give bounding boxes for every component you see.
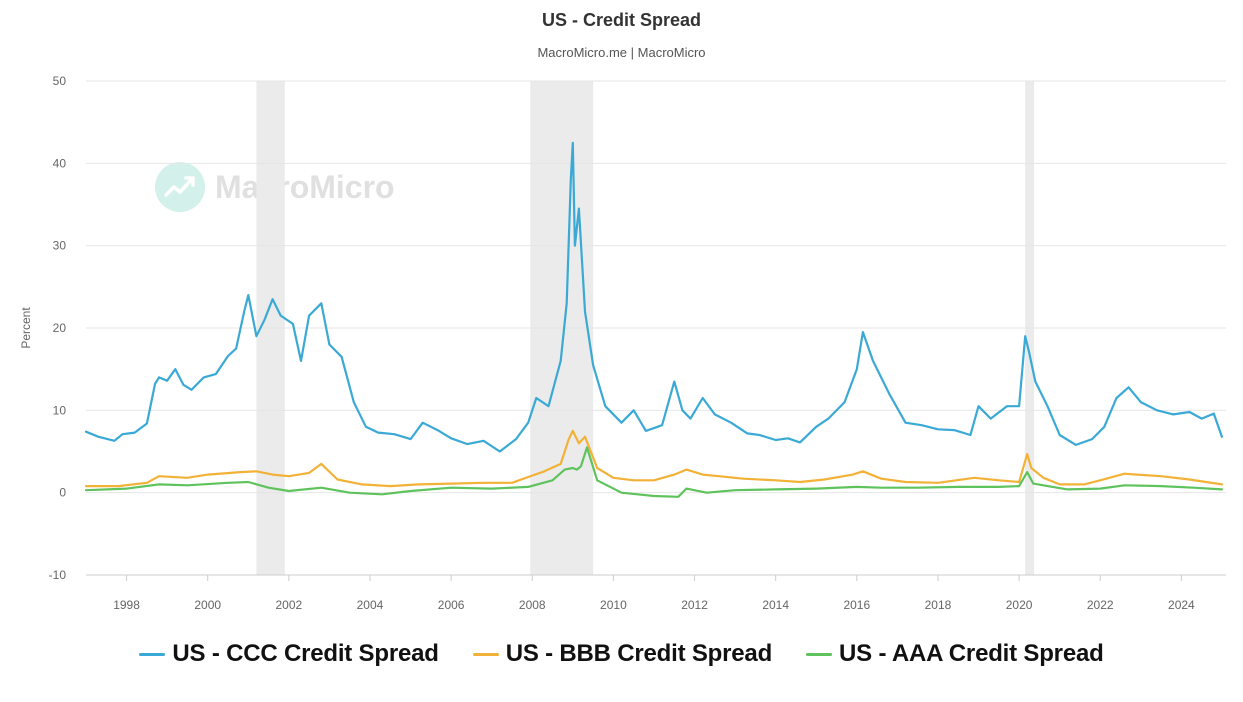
chart-plot-area: -10 0 10 20 30 40 50 1998 2000 2002 2004 2006 2008 20… [19, 74, 1226, 612]
series-lines [84, 141, 1224, 498]
series-line-bbb [84, 429, 1224, 488]
x-tick-label-1998: 1998 [113, 598, 140, 612]
watermark-logo-icon [155, 162, 205, 212]
x-tick-label-2012: 2012 [681, 598, 708, 612]
legend-item-bbb[interactable]: US - BBB Credit Spread [472, 640, 773, 668]
y-tick-label-20: 20 [53, 321, 67, 335]
x-tick-label-2002: 2002 [275, 598, 302, 612]
legend: US - CCC Credit Spread US - BBB Credit S… [0, 640, 1243, 668]
x-tick-label-2006: 2006 [438, 598, 465, 612]
legend-swatch-ccc [139, 652, 166, 656]
x-tick-label-2014: 2014 [762, 598, 789, 612]
legend-swatch-aaa [806, 652, 833, 656]
x-tick-label-2010: 2010 [600, 598, 627, 612]
legend-label-bbb: US - BBB Credit Spread [505, 640, 773, 667]
y-tick-label-40: 40 [53, 156, 67, 170]
watermark: MacroMicro [155, 162, 395, 212]
y-tick-label-50: 50 [53, 74, 67, 88]
legend-item-aaa[interactable]: US - AAA Credit Spread [806, 640, 1104, 668]
y-axis-label: Percent [19, 307, 33, 349]
legend-label-aaa: US - AAA Credit Spread [839, 640, 1104, 667]
y-tick-label-10: 10 [53, 403, 67, 417]
x-tick-label-2004: 2004 [357, 598, 384, 612]
x-tick-label-2016: 2016 [843, 598, 870, 612]
x-tick-label-2020: 2020 [1006, 598, 1033, 612]
axes: -10 0 10 20 30 40 50 1998 2000 2002 2004 2006 2008 20… [49, 74, 1226, 612]
legend-item-ccc[interactable]: US - CCC Credit Spread [139, 640, 439, 668]
y-tick-label-30: 30 [53, 239, 67, 253]
x-tick-label-2024: 2024 [1168, 598, 1195, 612]
series-line-aaa [84, 446, 1224, 498]
x-tick-label-2008: 2008 [519, 598, 546, 612]
legend-swatch-bbb [472, 652, 499, 656]
watermark-text: MacroMicro [215, 168, 395, 205]
x-tick-label-2000: 2000 [194, 598, 221, 612]
legend-label-ccc: US - CCC Credit Spread [172, 640, 439, 667]
y-tick-label-0: 0 [59, 486, 66, 500]
chart-subtitle: MacroMicro.me | MacroMicro [537, 45, 706, 60]
chart-title: US - Credit Spread [541, 10, 702, 30]
x-tick-label-2018: 2018 [925, 598, 952, 612]
y-tick-label--10: -10 [49, 568, 67, 582]
series-line-ccc [84, 141, 1224, 453]
x-tick-label-2022: 2022 [1087, 598, 1114, 612]
